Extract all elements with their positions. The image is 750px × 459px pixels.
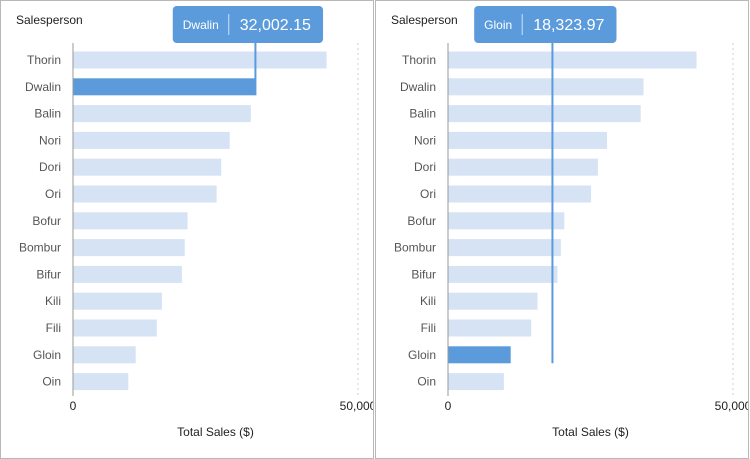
bar-balin xyxy=(448,105,641,123)
bar-fili xyxy=(448,319,532,337)
x-tick-label: 50,000 xyxy=(340,399,373,413)
chart-title: Salesperson xyxy=(391,13,458,27)
bar-dwalin xyxy=(448,78,644,96)
bar-dwalin xyxy=(73,78,256,96)
bar-nori xyxy=(448,131,608,149)
category-label-gloin: Gloin xyxy=(408,348,436,362)
category-label-dori: Dori xyxy=(39,160,61,174)
bar-chart-right: Salesperson Thorin Dwalin Balin Nori Dori Ori B… xyxy=(391,6,748,439)
bar-dori xyxy=(448,158,598,176)
category-label-bofur: Bofur xyxy=(32,214,61,228)
x-tick-label: 50,000 xyxy=(715,399,748,413)
category-label-dwalin: Dwalin xyxy=(25,80,61,94)
bar-fili xyxy=(73,319,157,337)
chart-title: Salesperson xyxy=(16,13,83,27)
tooltip-value: 18,323.97 xyxy=(533,17,604,34)
tooltip-value: 32,002.15 xyxy=(240,17,311,34)
bar-bofur xyxy=(73,212,188,230)
bar-thorin xyxy=(73,51,327,69)
category-label-fili: Fili xyxy=(46,321,61,335)
bar-dori xyxy=(73,158,222,176)
x-tick-label: 0 xyxy=(70,399,77,413)
tooltip-name: Dwalin xyxy=(183,18,219,32)
category-label-ori: Ori xyxy=(420,187,436,201)
tooltip-background xyxy=(172,6,324,43)
bar-bifur xyxy=(448,265,558,283)
bar-ori xyxy=(73,185,217,203)
category-label-thorin: Thorin xyxy=(402,53,436,67)
category-label-bombur: Bombur xyxy=(19,241,61,255)
category-label-thorin: Thorin xyxy=(27,53,61,67)
x-tick-label: 0 xyxy=(445,399,452,413)
category-label-oin: Oin xyxy=(417,375,436,389)
bar-balin xyxy=(73,105,251,123)
bar-kili xyxy=(448,292,538,310)
category-label-balin: Balin xyxy=(409,107,436,121)
bar-bifur xyxy=(73,265,182,283)
bar-bombur xyxy=(73,239,185,257)
category-label-kili: Kili xyxy=(45,294,61,308)
chart-panel-dwalin: Salesperson Thorin Dwalin Balin Nori Dori Ori B… xyxy=(0,0,374,459)
bar-oin xyxy=(448,373,504,391)
bar-chart-left: Salesperson Thorin Dwalin Balin Nori Dori Ori B… xyxy=(16,6,373,439)
category-label-nori: Nori xyxy=(39,133,61,147)
bar-kili xyxy=(73,292,162,310)
tooltip: Dwalin 32,002.15 xyxy=(172,6,324,43)
bar-bofur xyxy=(448,212,565,230)
category-label-fili: Fili xyxy=(421,321,436,335)
tooltip-background xyxy=(474,6,617,43)
category-label-nori: Nori xyxy=(414,133,436,147)
category-label-bifur: Bifur xyxy=(36,267,61,281)
bar-gloin xyxy=(73,346,136,364)
category-label-oin: Oin xyxy=(42,375,61,389)
bar-ori xyxy=(448,185,592,203)
x-axis-label: Total Sales ($) xyxy=(552,425,629,439)
category-label-bofur: Bofur xyxy=(407,214,436,228)
bar-thorin xyxy=(448,51,697,69)
category-label-kili: Kili xyxy=(420,294,436,308)
tooltip-name: Gloin xyxy=(484,18,512,32)
category-label-balin: Balin xyxy=(34,107,61,121)
bar-nori xyxy=(73,131,230,149)
bar-oin xyxy=(73,373,129,391)
bar-gloin xyxy=(448,346,511,364)
category-label-ori: Ori xyxy=(45,187,61,201)
x-axis-label: Total Sales ($) xyxy=(177,425,254,439)
category-label-dori: Dori xyxy=(414,160,436,174)
chart-panel-gloin: Salesperson Thorin Dwalin Balin Nori Dori Ori B… xyxy=(375,0,749,459)
category-label-bombur: Bombur xyxy=(394,241,436,255)
tooltip: Gloin 18,323.97 xyxy=(474,6,617,43)
category-label-gloin: Gloin xyxy=(33,348,61,362)
bar-bombur xyxy=(448,239,561,257)
category-label-bifur: Bifur xyxy=(411,267,436,281)
category-label-dwalin: Dwalin xyxy=(400,80,436,94)
